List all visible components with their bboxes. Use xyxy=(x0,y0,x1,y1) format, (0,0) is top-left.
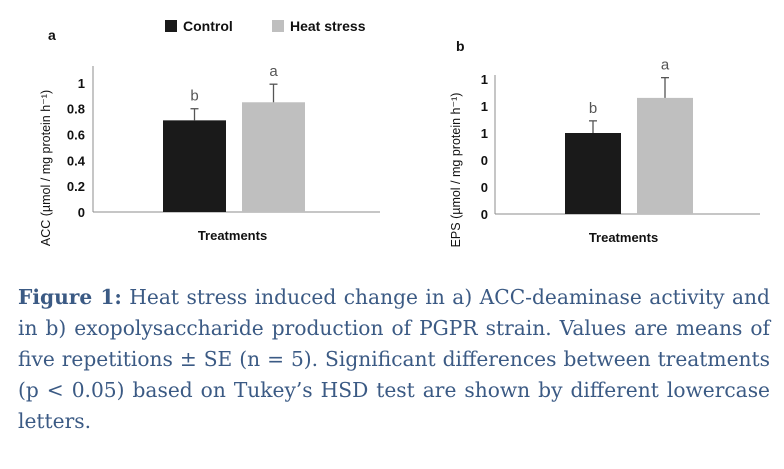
y-tick-label: 0.6 xyxy=(67,128,85,143)
panel-label: b xyxy=(456,38,465,54)
y-tick-label: 0.8 xyxy=(67,102,85,117)
y-axis-label: EPS (µmol / mg protein h⁻¹) xyxy=(449,93,463,248)
x-axis-label: Treatments xyxy=(198,228,267,243)
y-tick-label: 0.2 xyxy=(67,179,85,194)
y-tick-label: 0 xyxy=(481,207,488,222)
legend-item-heat-stress: Heat stress xyxy=(272,18,366,34)
panel-label: a xyxy=(48,27,56,43)
y-tick-label: 0 xyxy=(78,205,85,220)
y-tick-label: 1 xyxy=(481,99,488,114)
y-tick-label: 0 xyxy=(481,180,488,195)
legend-item-control: Control xyxy=(165,18,233,34)
figure-caption: Figure 1: Heat stress induced change in … xyxy=(18,282,770,437)
x-axis-label: Treatments xyxy=(589,230,658,245)
significance-letter: a xyxy=(269,63,278,80)
significance-letter: a xyxy=(661,57,670,74)
bar-control xyxy=(565,133,621,214)
y-tick-label: 1 xyxy=(481,72,488,87)
y-tick-label: 1 xyxy=(481,126,488,141)
y-axis-label: ACC (µmol / mg protein h⁻¹) xyxy=(39,90,53,246)
caption-label: Figure 1: xyxy=(18,285,122,309)
chart-area: a 0 0.2 0.4 0.6 0.8 1 ACC (µmol / mg protein h⁻… xyxy=(39,27,760,248)
significance-letter: b xyxy=(589,100,597,117)
legend-swatch-control xyxy=(165,20,177,32)
caption-text: Heat stress induced change in a) ACC-dea… xyxy=(18,285,770,433)
significance-letter: b xyxy=(190,88,198,105)
y-tick-label: 1 xyxy=(78,76,85,91)
legend-swatch-heat-stress xyxy=(272,20,284,32)
bar-control xyxy=(163,120,226,212)
bar-heat-stress xyxy=(242,102,305,212)
y-tick-label: 0 xyxy=(481,153,488,168)
y-tick-label: 0.4 xyxy=(67,153,86,168)
bar-heat-stress xyxy=(637,97,693,214)
legend-label-heat-stress: Heat stress xyxy=(290,18,366,34)
legend-label-control: Control xyxy=(183,18,233,34)
